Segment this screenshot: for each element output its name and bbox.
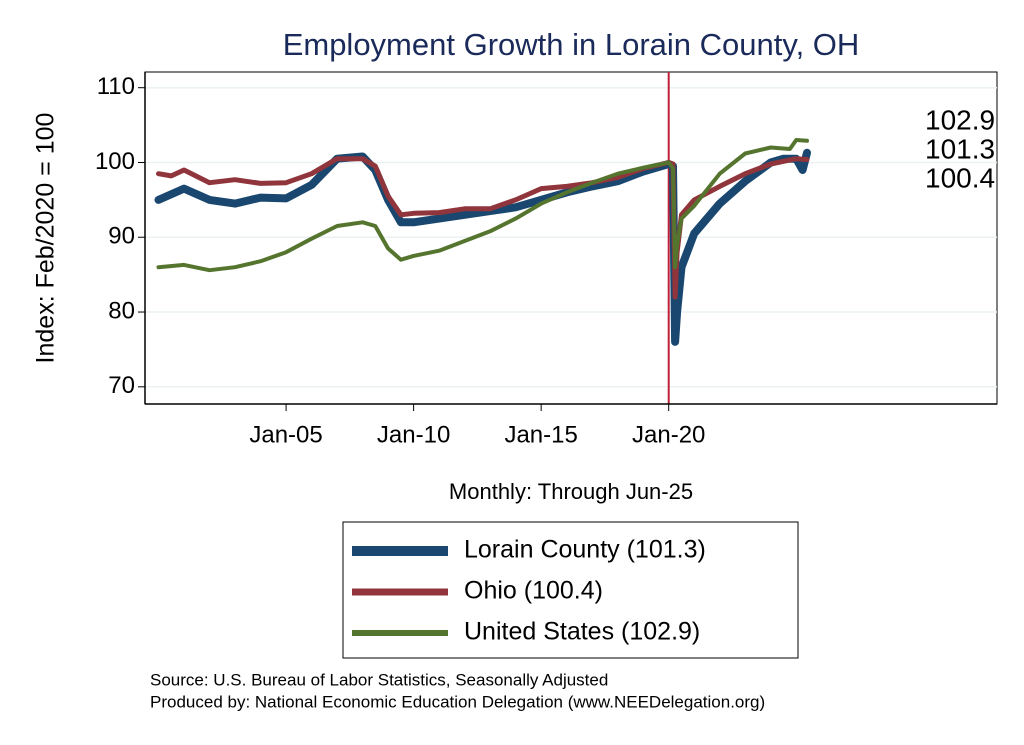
y-axis-title: Index: Feb/2020 = 100: [32, 113, 60, 364]
x-tick-label: Jan-15: [504, 421, 577, 448]
legend-label: United States (102.9): [464, 618, 700, 646]
y-tick-label: 100: [95, 148, 135, 175]
y-tick-label: 90: [108, 223, 135, 250]
legend-label: Lorain County (101.3): [464, 536, 706, 564]
x-tick-label: Jan-05: [249, 421, 322, 448]
end-label: 101.3: [925, 133, 995, 164]
series-line: [156, 138, 809, 273]
y-tick-label: 80: [108, 297, 135, 324]
source-note: Produced by: National Economic Education…: [150, 692, 765, 711]
x-axis-title: Monthly: Through Jun-25: [449, 479, 693, 504]
x-tick-label: Jan-20: [632, 421, 705, 448]
y-tick-label: 110: [97, 73, 135, 100]
legend-label: Ohio (100.4): [464, 577, 603, 605]
y-tick-label: 70: [108, 372, 135, 399]
chart-title: Employment Growth in Lorain County, OH: [283, 27, 860, 62]
series-line: [156, 156, 810, 300]
source-note: Source: U.S. Bureau of Labor Statistics,…: [150, 670, 608, 689]
x-tick-label: Jan-10: [377, 421, 450, 448]
end-label: 102.9: [925, 104, 995, 135]
end-label: 100.4: [925, 162, 995, 193]
series-line: [154, 148, 811, 346]
